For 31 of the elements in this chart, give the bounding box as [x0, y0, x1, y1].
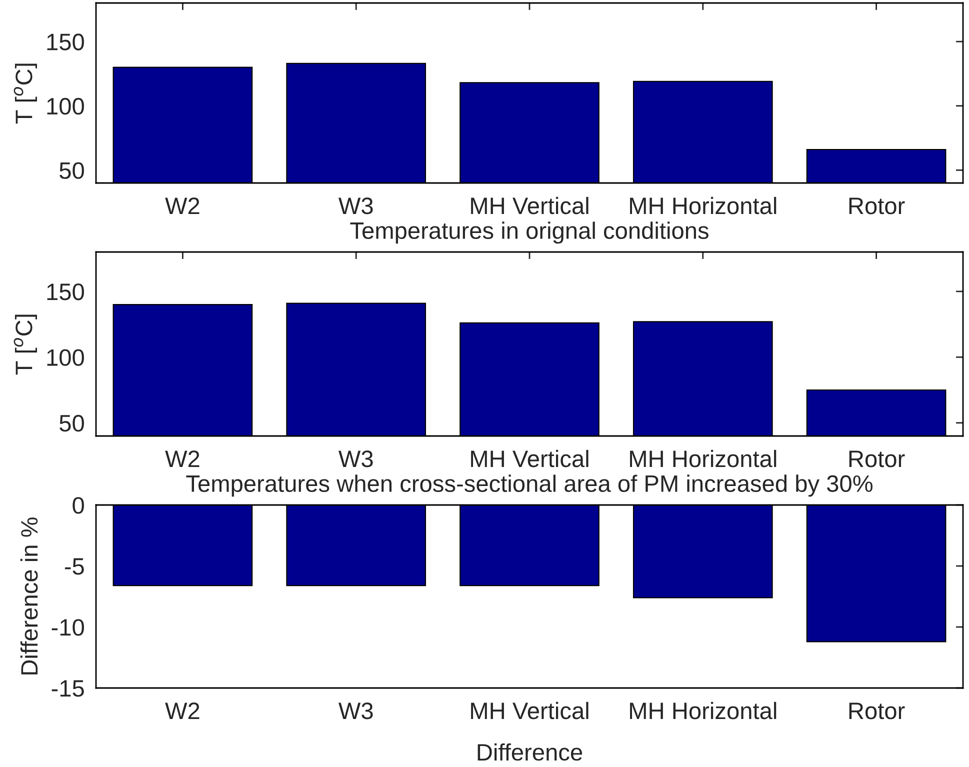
y-tick-label: 100 [47, 98, 84, 115]
x-tick-label: W2 [165, 198, 200, 214]
x-tick-label: MH Horizontal [630, 196, 776, 214]
x-axis-title: Temperatures in orignal conditions [350, 222, 708, 244]
x-tick-label: Rotor [849, 198, 905, 214]
y-tick-label: 100 [47, 349, 84, 366]
x-tick-label: Rotor [849, 450, 905, 468]
y-tick-label: 50 [60, 414, 84, 432]
y-tick-label: 150 [47, 283, 84, 300]
y-axis-title: T [$^{o}$C] [14, 64, 37, 124]
y-axis-title: Difference in % [20, 517, 38, 674]
y-tick-label: -10 [52, 619, 84, 636]
x-tick-label: MH Vertical [471, 702, 588, 720]
x-axis-title: Temperatures when cross-sectional area of PM increased by 30% [186, 474, 873, 497]
x-tick-label: W3 [338, 198, 373, 214]
x-tick-label: W2 [165, 450, 200, 467]
y-tick-label: -15 [52, 680, 84, 697]
x-tick-label: W3 [338, 450, 373, 468]
y-tick-label: -5 [64, 558, 84, 575]
y-tick-label: 0 [72, 497, 84, 514]
x-tick-label: MH Vertical [471, 196, 588, 214]
x-tick-label: Rotor [849, 702, 905, 720]
y-tick-label: 150 [47, 34, 84, 50]
y-axis-title: T [$^{o}$C] [14, 314, 37, 375]
x-tick-label: MH Vertical [471, 450, 588, 468]
x-axis-title: Difference [478, 743, 582, 761]
x-tick-label: W3 [338, 702, 373, 720]
x-tick-label: MH Horizontal [630, 702, 776, 720]
x-tick-label: MH Horizontal [630, 450, 776, 468]
x-tick-label: W2 [165, 702, 200, 719]
y-tick-label: 50 [60, 162, 84, 179]
